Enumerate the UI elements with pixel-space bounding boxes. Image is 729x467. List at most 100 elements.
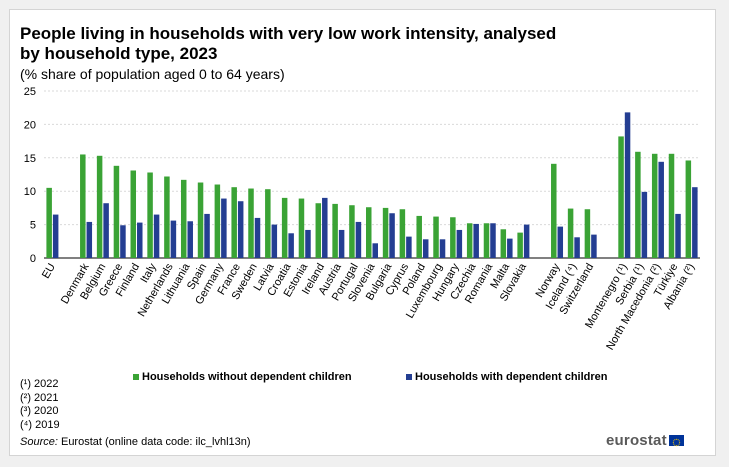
bar-without-children <box>366 207 372 258</box>
legend-swatch-with <box>406 374 412 380</box>
bar-without-children <box>164 176 170 258</box>
bar-with-children <box>490 223 496 258</box>
bar-with-children <box>389 213 395 258</box>
bar-without-children <box>349 205 355 258</box>
footnote: (⁴) 2019 <box>20 418 60 431</box>
legend-item-without: Households without dependent children <box>133 371 352 383</box>
flag-star <box>677 444 679 446</box>
bar-without-children <box>113 165 120 258</box>
bar-with-children <box>372 243 378 258</box>
bar-without-children <box>265 189 271 258</box>
y-tick-label: 20 <box>24 119 36 131</box>
source-label: Source: <box>20 436 58 448</box>
bar-with-children <box>624 112 631 258</box>
bar-with-children <box>170 220 177 258</box>
bar-with-children <box>574 237 580 258</box>
bar-without-children <box>483 223 490 258</box>
legend-label-with: Households with dependent children <box>415 371 608 383</box>
bar-without-children <box>315 203 322 258</box>
bar-without-children <box>416 215 422 258</box>
bar-with-children <box>52 214 59 258</box>
bar-without-children <box>332 203 338 258</box>
bar-without-children <box>399 209 406 258</box>
bar-without-children <box>248 188 254 258</box>
eurostat-logo: eurostat <box>606 432 684 449</box>
flag-star <box>674 439 676 441</box>
flag-star <box>675 445 677 447</box>
flag-star <box>675 438 677 440</box>
bar-without-children <box>382 207 389 258</box>
bar-with-children <box>153 214 160 258</box>
bar-with-children <box>523 224 530 258</box>
bar-with-children <box>439 239 446 258</box>
footnotes: (¹) 2022 (²) 2021 (³) 2020 (⁴) 2019 <box>20 378 60 432</box>
flag-star <box>678 440 680 442</box>
bar-without-children <box>668 153 675 258</box>
bar-without-children <box>80 154 86 258</box>
bar-with-children <box>355 221 362 258</box>
bar-with-children <box>422 239 429 258</box>
y-tick-label: 15 <box>24 153 36 165</box>
bar-without-children <box>281 197 288 258</box>
bar-without-children <box>584 209 591 258</box>
bar-without-children <box>685 160 692 258</box>
footnote: (²) 2021 <box>20 391 59 404</box>
y-tick-label: 10 <box>24 186 36 198</box>
bar-with-children <box>591 234 597 258</box>
bar-with-children <box>237 201 244 258</box>
bar-without-children <box>651 153 658 258</box>
bar-without-children <box>231 187 237 258</box>
bar-with-children <box>338 229 345 258</box>
bar-with-children <box>557 226 564 258</box>
legend-label-without: Households without dependent children <box>142 371 352 383</box>
bar-with-children <box>305 229 311 258</box>
bar-without-children <box>567 208 574 258</box>
logo-text: eurostat <box>606 432 667 449</box>
chart-subtitle: (% share of population aged 0 to 64 year… <box>20 66 285 82</box>
flag-star <box>674 444 676 446</box>
bar-with-children <box>456 229 463 258</box>
bar-without-children <box>517 232 523 258</box>
bar-without-children <box>466 223 473 258</box>
bar-without-children <box>46 187 52 258</box>
flag-star <box>672 441 674 444</box>
bar-with-children <box>507 238 513 258</box>
chart-title: People living in households with very lo… <box>20 24 557 63</box>
source-text: Eurostat (online data code: ilc_lvhl13n) <box>57 436 251 448</box>
source-line: Source: Eurostat (online data code: ilc_… <box>20 436 251 448</box>
bar-with-children <box>641 191 648 258</box>
bar-with-children <box>137 222 143 258</box>
bar-with-children <box>288 233 294 258</box>
bar-without-children <box>130 170 137 258</box>
legend-swatch-without <box>133 374 139 380</box>
bar-with-children <box>406 236 412 258</box>
flag-star <box>678 443 680 445</box>
bar-without-children <box>214 184 221 258</box>
bar-without-children <box>450 217 456 258</box>
bar-without-children <box>197 182 204 258</box>
bar-with-children <box>658 161 664 258</box>
footnote: (³) 2020 <box>20 405 59 417</box>
eu-flag-icon <box>668 435 684 447</box>
bar-without-children <box>180 179 187 258</box>
flag-star <box>672 443 675 445</box>
bar-with-children <box>221 198 227 258</box>
eu-flag-stars <box>672 438 681 447</box>
y-tick-label: 5 <box>30 220 36 232</box>
bar-with-children <box>103 203 109 258</box>
legend-item-with: Households with dependent children <box>406 371 608 383</box>
x-tick-label: EU <box>40 261 58 280</box>
y-tick-label: 0 <box>30 253 36 265</box>
bar-without-children <box>433 216 439 258</box>
bar-with-children <box>692 187 698 258</box>
bar-with-children <box>187 221 193 258</box>
bar-without-children <box>500 229 507 258</box>
bar-with-children <box>675 213 681 258</box>
bar-with-children <box>322 197 328 258</box>
bar-with-children <box>204 213 210 258</box>
y-tick-label: 25 <box>24 86 36 98</box>
bar-with-children <box>254 217 261 258</box>
flag-star <box>678 441 681 444</box>
bar-without-children <box>618 136 624 258</box>
